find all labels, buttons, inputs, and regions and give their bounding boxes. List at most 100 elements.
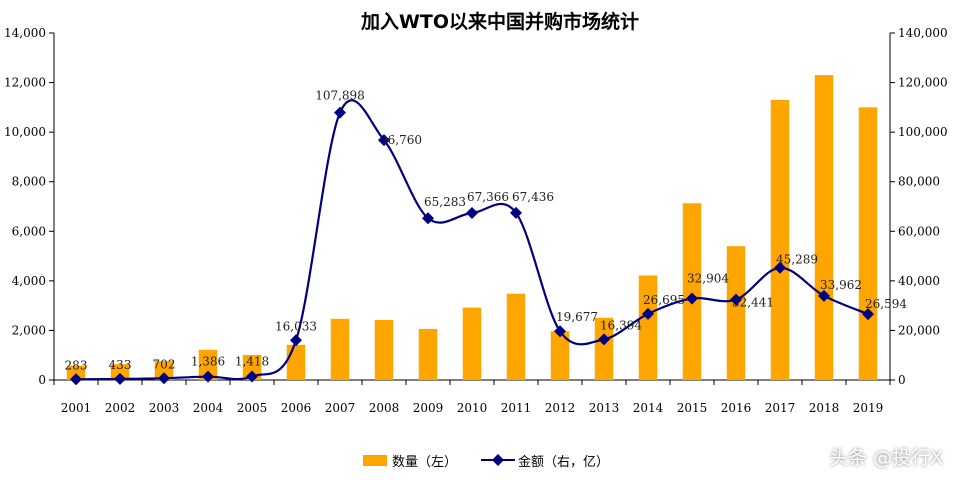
x-tick-label: 2003 xyxy=(149,401,180,415)
line-marker xyxy=(510,206,522,219)
bar xyxy=(594,317,614,380)
y-right-tick-label: 120,000 xyxy=(898,76,948,90)
legend: 数量（左） 金额（右，亿） xyxy=(363,454,609,470)
y-right-tick-label: 140,000 xyxy=(898,26,948,40)
line-marker xyxy=(290,334,302,347)
y-right-tick-label: 100,000 xyxy=(898,125,948,139)
bar xyxy=(858,107,878,380)
y-left-tick-label: 6,000 xyxy=(12,224,46,238)
bar xyxy=(682,203,702,380)
x-tick-label: 2016 xyxy=(721,401,752,415)
x-tick-label: 2002 xyxy=(105,401,136,415)
x-tick-label: 2015 xyxy=(677,401,708,415)
x-tick-label: 2010 xyxy=(457,401,488,415)
x-tick-label: 2001 xyxy=(61,401,92,415)
data-label: 26,594 xyxy=(865,297,907,311)
data-label: 96,760 xyxy=(380,133,422,147)
data-label: 702 xyxy=(153,357,176,371)
line-marker xyxy=(422,212,434,225)
x-tick-label: 2017 xyxy=(765,401,796,415)
bar xyxy=(330,318,350,380)
data-label: 433 xyxy=(109,358,132,372)
data-label: 32,904 xyxy=(687,271,729,285)
bar xyxy=(242,354,262,380)
data-label: 45,289 xyxy=(776,253,818,267)
plot-area: 0 2,000 4,000 6,000 8,000 10,000 12,000 14,000 0… xyxy=(4,26,948,415)
line-marker xyxy=(114,372,126,385)
y-right-tick-label: 60,000 xyxy=(898,224,940,238)
data-label: 283 xyxy=(65,358,88,372)
line-marker xyxy=(554,325,566,338)
line-series-amount xyxy=(75,99,869,381)
y-left-tick-label: 4,000 xyxy=(12,274,46,288)
bar xyxy=(286,344,306,380)
bar xyxy=(66,365,86,380)
y-right-tick-label: 40,000 xyxy=(898,274,940,288)
bar xyxy=(550,331,570,380)
bar xyxy=(506,293,526,380)
data-label: 67,436 xyxy=(512,190,554,204)
line-marker xyxy=(202,370,214,383)
data-label: 33,962 xyxy=(820,278,862,292)
line-marker xyxy=(730,293,742,306)
y-right-tick-label: 20,000 xyxy=(898,323,940,337)
y-left-tick-label: 0 xyxy=(38,373,46,387)
x-tick-label: 2013 xyxy=(589,401,620,415)
x-tick-label: 2012 xyxy=(545,401,576,415)
watermark: 头条 @投行X xyxy=(828,447,943,469)
legend-line-marker xyxy=(492,454,504,466)
line-marker xyxy=(246,370,258,383)
bar xyxy=(770,99,790,381)
data-label: 107,898 xyxy=(315,89,365,103)
y-left-tick-label: 14,000 xyxy=(4,26,46,40)
chart-title: 加入WTO以来中国并购市场统计 xyxy=(360,10,639,33)
line-marker xyxy=(158,372,170,385)
y-left-tick-label: 2,000 xyxy=(12,323,46,337)
line-marker xyxy=(378,134,390,147)
data-label: 67,366 xyxy=(467,190,509,204)
line-marker xyxy=(334,106,346,119)
line-marker xyxy=(598,333,610,346)
y-left-tick-label: 8,000 xyxy=(12,175,46,189)
line-marker xyxy=(466,207,478,220)
data-label: 19,677 xyxy=(556,310,598,324)
data-label: 16,394 xyxy=(600,318,642,332)
bar xyxy=(154,361,174,380)
bar xyxy=(198,349,218,380)
bar xyxy=(110,364,130,380)
data-label: 65,283 xyxy=(424,195,466,209)
bar xyxy=(462,307,482,380)
x-tick-label: 2006 xyxy=(281,401,312,415)
data-label: 32,441 xyxy=(732,296,774,310)
bar xyxy=(726,246,746,380)
y-right-tick-label: 0 xyxy=(898,373,906,387)
data-label: 1,418 xyxy=(235,354,269,368)
x-tick-label: 2007 xyxy=(325,401,356,415)
line-marker xyxy=(862,308,874,321)
bar xyxy=(638,275,658,380)
line-marker xyxy=(818,289,830,302)
x-tick-label: 2009 xyxy=(413,401,444,415)
data-label: 1,386 xyxy=(191,355,225,369)
line-marker xyxy=(686,292,698,305)
bar xyxy=(418,328,438,380)
bar xyxy=(814,75,834,380)
data-label: 16,033 xyxy=(275,319,317,333)
y-right-tick-label: 80,000 xyxy=(898,175,940,189)
x-tick-label: 2011 xyxy=(501,401,532,415)
line-marker xyxy=(70,373,82,386)
x-tick-label: 2019 xyxy=(853,401,884,415)
y-left-tick-label: 10,000 xyxy=(4,125,46,139)
x-tick-label: 2014 xyxy=(633,401,664,415)
x-tick-label: 2018 xyxy=(809,401,840,415)
data-label: 26,695 xyxy=(643,293,685,307)
x-tick-label: 2008 xyxy=(369,401,400,415)
x-tick-label: 2005 xyxy=(237,401,268,415)
line-marker xyxy=(774,261,786,274)
legend-line-label: 金额（右，亿） xyxy=(518,454,609,470)
line-marker xyxy=(642,307,654,320)
x-tick-label: 2004 xyxy=(193,401,224,415)
y-left-tick-label: 12,000 xyxy=(4,76,46,90)
bar xyxy=(374,320,394,380)
